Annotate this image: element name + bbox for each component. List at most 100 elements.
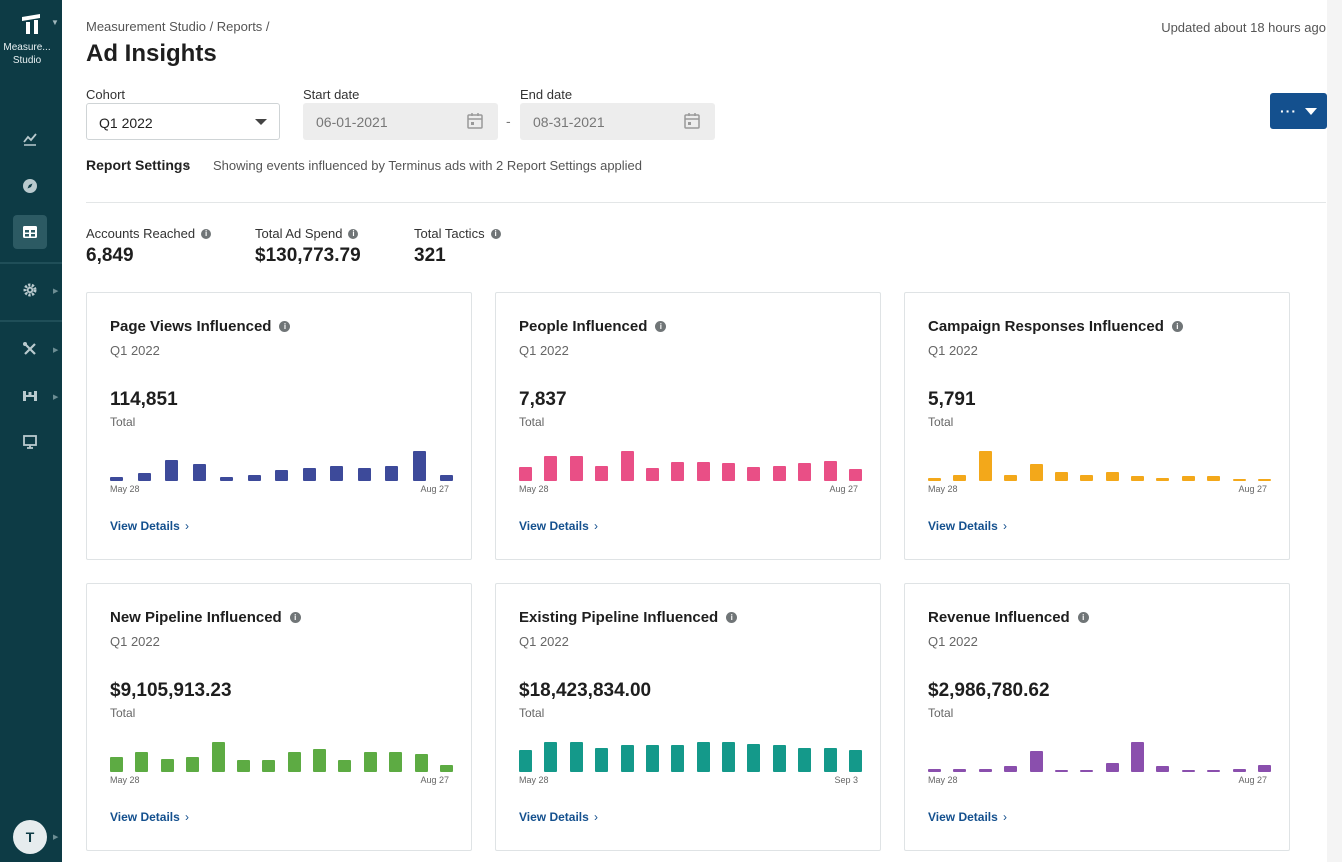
chart-bar[interactable] (824, 748, 837, 772)
chart-bar[interactable] (798, 463, 811, 481)
chevron-right-icon[interactable]: › (594, 810, 598, 824)
chart-bar[interactable] (697, 462, 710, 481)
view-details-link[interactable]: View Details (110, 519, 180, 533)
chart-bar[interactable] (1233, 769, 1246, 772)
chart-bar[interactable] (697, 742, 710, 772)
chart-bar[interactable] (1258, 765, 1271, 772)
chart-bar[interactable] (570, 742, 583, 772)
chart-bar[interactable] (186, 757, 199, 772)
chart-bar[interactable] (358, 468, 371, 481)
chart-bar[interactable] (747, 744, 760, 772)
chart-bar[interactable] (928, 769, 941, 772)
chevron-right-icon[interactable]: › (185, 519, 189, 533)
chart-bar[interactable] (722, 463, 735, 481)
start-date-input[interactable]: 06-01-2021 (303, 103, 498, 140)
view-details-link[interactable]: View Details (110, 810, 180, 824)
chart-bar[interactable] (303, 468, 316, 481)
chart-bar[interactable] (544, 742, 557, 772)
avatar[interactable]: T (13, 820, 47, 854)
view-details-link[interactable]: View Details (928, 519, 998, 533)
chart-bar[interactable] (979, 451, 992, 481)
chart-bar[interactable] (849, 750, 862, 772)
chart-bar[interactable] (1030, 464, 1043, 481)
sidebar-item-analytics[interactable] (13, 122, 47, 156)
chart-bar[interactable] (110, 757, 123, 772)
info-icon[interactable]: i (1171, 321, 1183, 332)
chart-bar[interactable] (220, 477, 233, 481)
chevron-right-icon[interactable]: › (594, 519, 598, 533)
chart-bar[interactable] (415, 754, 428, 772)
chart-bar[interactable] (413, 451, 426, 481)
view-details-link[interactable]: View Details (519, 519, 589, 533)
chart-bar[interactable] (595, 748, 608, 772)
chart-bar[interactable] (595, 466, 608, 481)
info-icon[interactable]: i (289, 612, 301, 623)
chart-bar[interactable] (928, 478, 941, 481)
chart-bar[interactable] (646, 745, 659, 772)
sidebar-item-compass[interactable] (13, 169, 47, 203)
chevron-right-icon[interactable]: › (185, 810, 189, 824)
chevron-right-icon[interactable]: › (1003, 519, 1007, 533)
info-icon[interactable]: i (490, 228, 501, 239)
chart-bar[interactable] (1131, 476, 1144, 481)
chart-bar[interactable] (646, 468, 659, 481)
info-icon[interactable]: i (1077, 612, 1089, 623)
chart-bar[interactable] (1055, 472, 1068, 481)
chart-bar[interactable] (849, 469, 862, 481)
chart-bar[interactable] (1106, 472, 1119, 481)
chart-bar[interactable] (1030, 751, 1043, 772)
chart-bar[interactable] (1131, 742, 1144, 772)
chart-bar[interactable] (1207, 770, 1220, 772)
cohort-select[interactable]: Q1 2022 (86, 103, 280, 140)
chart-bar[interactable] (1182, 476, 1195, 481)
info-icon[interactable]: i (726, 612, 738, 623)
chart-bar[interactable] (248, 475, 261, 481)
chart-bar[interactable] (389, 752, 402, 772)
chart-bar[interactable] (570, 456, 583, 481)
chart-bar[interactable] (212, 742, 225, 772)
chart-bar[interactable] (338, 760, 351, 772)
chart-bar[interactable] (1258, 479, 1271, 481)
chart-bar[interactable] (193, 464, 206, 481)
calendar-icon[interactable] (683, 112, 701, 133)
chart-bar[interactable] (1004, 766, 1017, 772)
chart-bar[interactable] (440, 765, 453, 772)
sidebar-item-settings[interactable] (13, 273, 47, 307)
chart-bar[interactable] (385, 466, 398, 481)
chart-bar[interactable] (1156, 478, 1169, 481)
chart-bar[interactable] (519, 467, 532, 481)
app-switcher-caret-icon[interactable]: ▼ (51, 18, 59, 27)
chart-bar[interactable] (798, 748, 811, 772)
info-icon[interactable]: i (655, 321, 667, 332)
chart-bar[interactable] (773, 466, 786, 481)
chart-bar[interactable] (288, 752, 301, 772)
info-icon[interactable]: i (348, 228, 359, 239)
breadcrumb[interactable]: Measurement Studio / Reports / (86, 19, 270, 34)
chart-bar[interactable] (165, 460, 178, 481)
chart-bar[interactable] (1004, 475, 1017, 481)
view-details-link[interactable]: View Details (928, 810, 998, 824)
chart-bar[interactable] (330, 466, 343, 481)
chart-bar[interactable] (1080, 770, 1093, 772)
chart-bar[interactable] (722, 742, 735, 772)
chart-bar[interactable] (824, 461, 837, 481)
chart-bar[interactable] (979, 769, 992, 772)
scrollbar[interactable] (1327, 0, 1342, 862)
chart-bar[interactable] (138, 473, 151, 481)
chart-bar[interactable] (773, 745, 786, 772)
chart-bar[interactable] (621, 745, 634, 772)
chart-bar[interactable] (1156, 766, 1169, 772)
chart-bar[interactable] (953, 475, 966, 481)
chart-bar[interactable] (519, 750, 532, 772)
chevron-right-icon[interactable]: › (1003, 810, 1007, 824)
chart-bar[interactable] (747, 467, 760, 481)
calendar-icon[interactable] (466, 112, 484, 133)
chart-bar[interactable] (135, 752, 148, 772)
chart-bar[interactable] (1080, 475, 1093, 481)
chart-bar[interactable] (110, 477, 123, 481)
chart-bar[interactable] (1182, 770, 1195, 772)
chart-bar[interactable] (1207, 476, 1220, 481)
chart-bar[interactable] (671, 462, 684, 481)
more-actions-button[interactable]: ··· (1270, 93, 1327, 129)
chart-bar[interactable] (237, 760, 250, 772)
